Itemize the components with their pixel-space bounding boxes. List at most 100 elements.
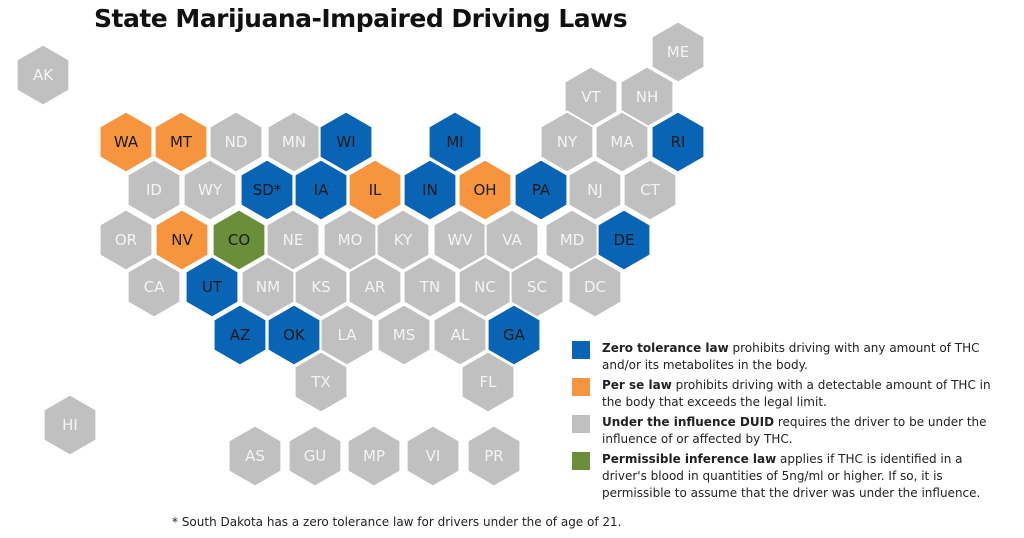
state-label-al: AL: [451, 326, 470, 344]
state-label-de: DE: [613, 231, 634, 249]
state-tile-co: CO: [211, 208, 267, 272]
state-label-mt: MT: [170, 133, 193, 151]
state-label-az: AZ: [230, 326, 251, 344]
legend-term: Under the influence DUID: [602, 415, 775, 429]
state-label-vt: VT: [581, 88, 601, 106]
legend-swatch-zero-tolerance: [572, 341, 590, 359]
state-label-wy: WY: [198, 181, 223, 199]
state-label-md: MD: [560, 231, 585, 249]
state-tile-ut: UT: [184, 255, 240, 319]
legend-item-per-se: Per se law prohibits driving with a dete…: [572, 377, 1002, 411]
state-tile-ak: AK: [15, 43, 71, 107]
state-hex-vi: [405, 424, 461, 488]
state-tile-ky: KY: [375, 208, 431, 272]
state-tile-as: AS: [227, 424, 283, 488]
state-label-vi: VI: [426, 447, 441, 465]
state-label-ak: AK: [33, 66, 54, 84]
state-hex-as: [227, 424, 283, 488]
state-tile-ny: NY: [539, 110, 595, 174]
state-hex-sd: [239, 158, 295, 222]
map-title: State Marijuana-Impaired Driving Laws: [94, 4, 628, 33]
legend-item-duid: Under the influence DUID requires the dr…: [572, 414, 1002, 448]
state-label-fl: FL: [480, 373, 498, 391]
state-tile-gu: GU: [287, 424, 343, 488]
state-label-ok: OK: [283, 326, 306, 344]
state-label-sd: SD*: [253, 181, 282, 199]
state-label-ca: CA: [144, 278, 165, 296]
state-hex-ny: [539, 110, 595, 174]
state-label-ma: MA: [610, 133, 634, 151]
state-tile-mt: MT: [153, 110, 209, 174]
state-tile-de: DE: [596, 208, 652, 272]
state-hex-hi: [42, 393, 98, 457]
state-hex-ms: [376, 303, 432, 367]
state-hex-il: [347, 158, 403, 222]
state-hex-oh: [457, 158, 513, 222]
legend-swatch-duid: [572, 415, 590, 433]
legend-term: Permissible inference law: [602, 452, 777, 466]
state-hex-nv: [154, 208, 210, 272]
state-hex-ca: [126, 255, 182, 319]
state-hex-id: [126, 158, 182, 222]
state-label-va: VA: [502, 231, 522, 249]
state-tile-ms: MS: [376, 303, 432, 367]
state-tile-tx: TX: [293, 350, 349, 414]
state-tile-nd: ND: [208, 110, 264, 174]
state-label-ar: AR: [365, 278, 386, 296]
legend-swatch-permissible-inference: [572, 452, 590, 470]
state-label-gu: GU: [304, 447, 327, 465]
legend-desc: prohibits driving with any amount of THC…: [602, 341, 980, 372]
state-hex-gu: [287, 424, 343, 488]
state-tile-ks: KS: [293, 255, 349, 319]
state-label-pr: PR: [484, 447, 503, 465]
state-hex-tx: [293, 350, 349, 414]
state-label-mi: MI: [446, 133, 463, 151]
footnote: * South Dakota has a zero tolerance law …: [172, 515, 622, 529]
state-hex-fl: [460, 350, 516, 414]
state-label-il: IL: [369, 181, 382, 199]
state-hex-ky: [375, 208, 431, 272]
state-tile-mi: MI: [427, 110, 483, 174]
state-tile-in: IN: [402, 158, 458, 222]
state-label-ks: KS: [311, 278, 330, 296]
state-label-nj: NJ: [587, 181, 603, 199]
state-tile-wy: WY: [182, 158, 238, 222]
state-label-sc: SC: [527, 278, 547, 296]
legend-desc: prohibits driving with a detectable amou…: [602, 378, 991, 409]
state-hex-nd: [208, 110, 264, 174]
state-label-me: ME: [667, 43, 689, 61]
legend-desc: requires the driver to be under the infl…: [602, 415, 987, 446]
legend-item-permissible-inference: Permissible inference law applies if THC…: [572, 451, 1002, 502]
state-label-wv: WV: [447, 231, 473, 249]
state-label-dc: DC: [584, 278, 606, 296]
state-hex-az: [212, 303, 268, 367]
state-tile-al: AL: [432, 303, 488, 367]
state-tile-tn: TN: [402, 255, 458, 319]
state-label-mp: MP: [363, 447, 385, 465]
state-label-nv: NV: [171, 231, 193, 249]
state-hex-ak: [15, 43, 71, 107]
state-tile-hi: HI: [42, 393, 98, 457]
state-tile-ct: CT: [622, 158, 678, 222]
state-label-ri: RI: [671, 133, 686, 151]
legend-item-zero-tolerance: Zero tolerance law prohibits driving wit…: [572, 340, 1002, 374]
state-tile-nj: NJ: [567, 158, 623, 222]
state-hex-or: [98, 208, 154, 272]
state-label-oh: OH: [473, 181, 496, 199]
state-hex-al: [432, 303, 488, 367]
state-label-co: CO: [228, 231, 250, 249]
state-tile-nv: NV: [154, 208, 210, 272]
state-label-ct: CT: [640, 181, 660, 199]
state-label-pa: PA: [532, 181, 551, 199]
state-label-as: AS: [245, 447, 265, 465]
state-hex-ri: [650, 110, 706, 174]
state-label-ny: NY: [557, 133, 578, 151]
state-tile-id: ID: [126, 158, 182, 222]
state-label-ga: GA: [503, 326, 526, 344]
state-tile-me: ME: [650, 20, 706, 84]
state-tile-oh: OH: [457, 158, 513, 222]
state-label-or: OR: [115, 231, 137, 249]
state-hex-ks: [293, 255, 349, 319]
state-label-ms: MS: [393, 326, 415, 344]
